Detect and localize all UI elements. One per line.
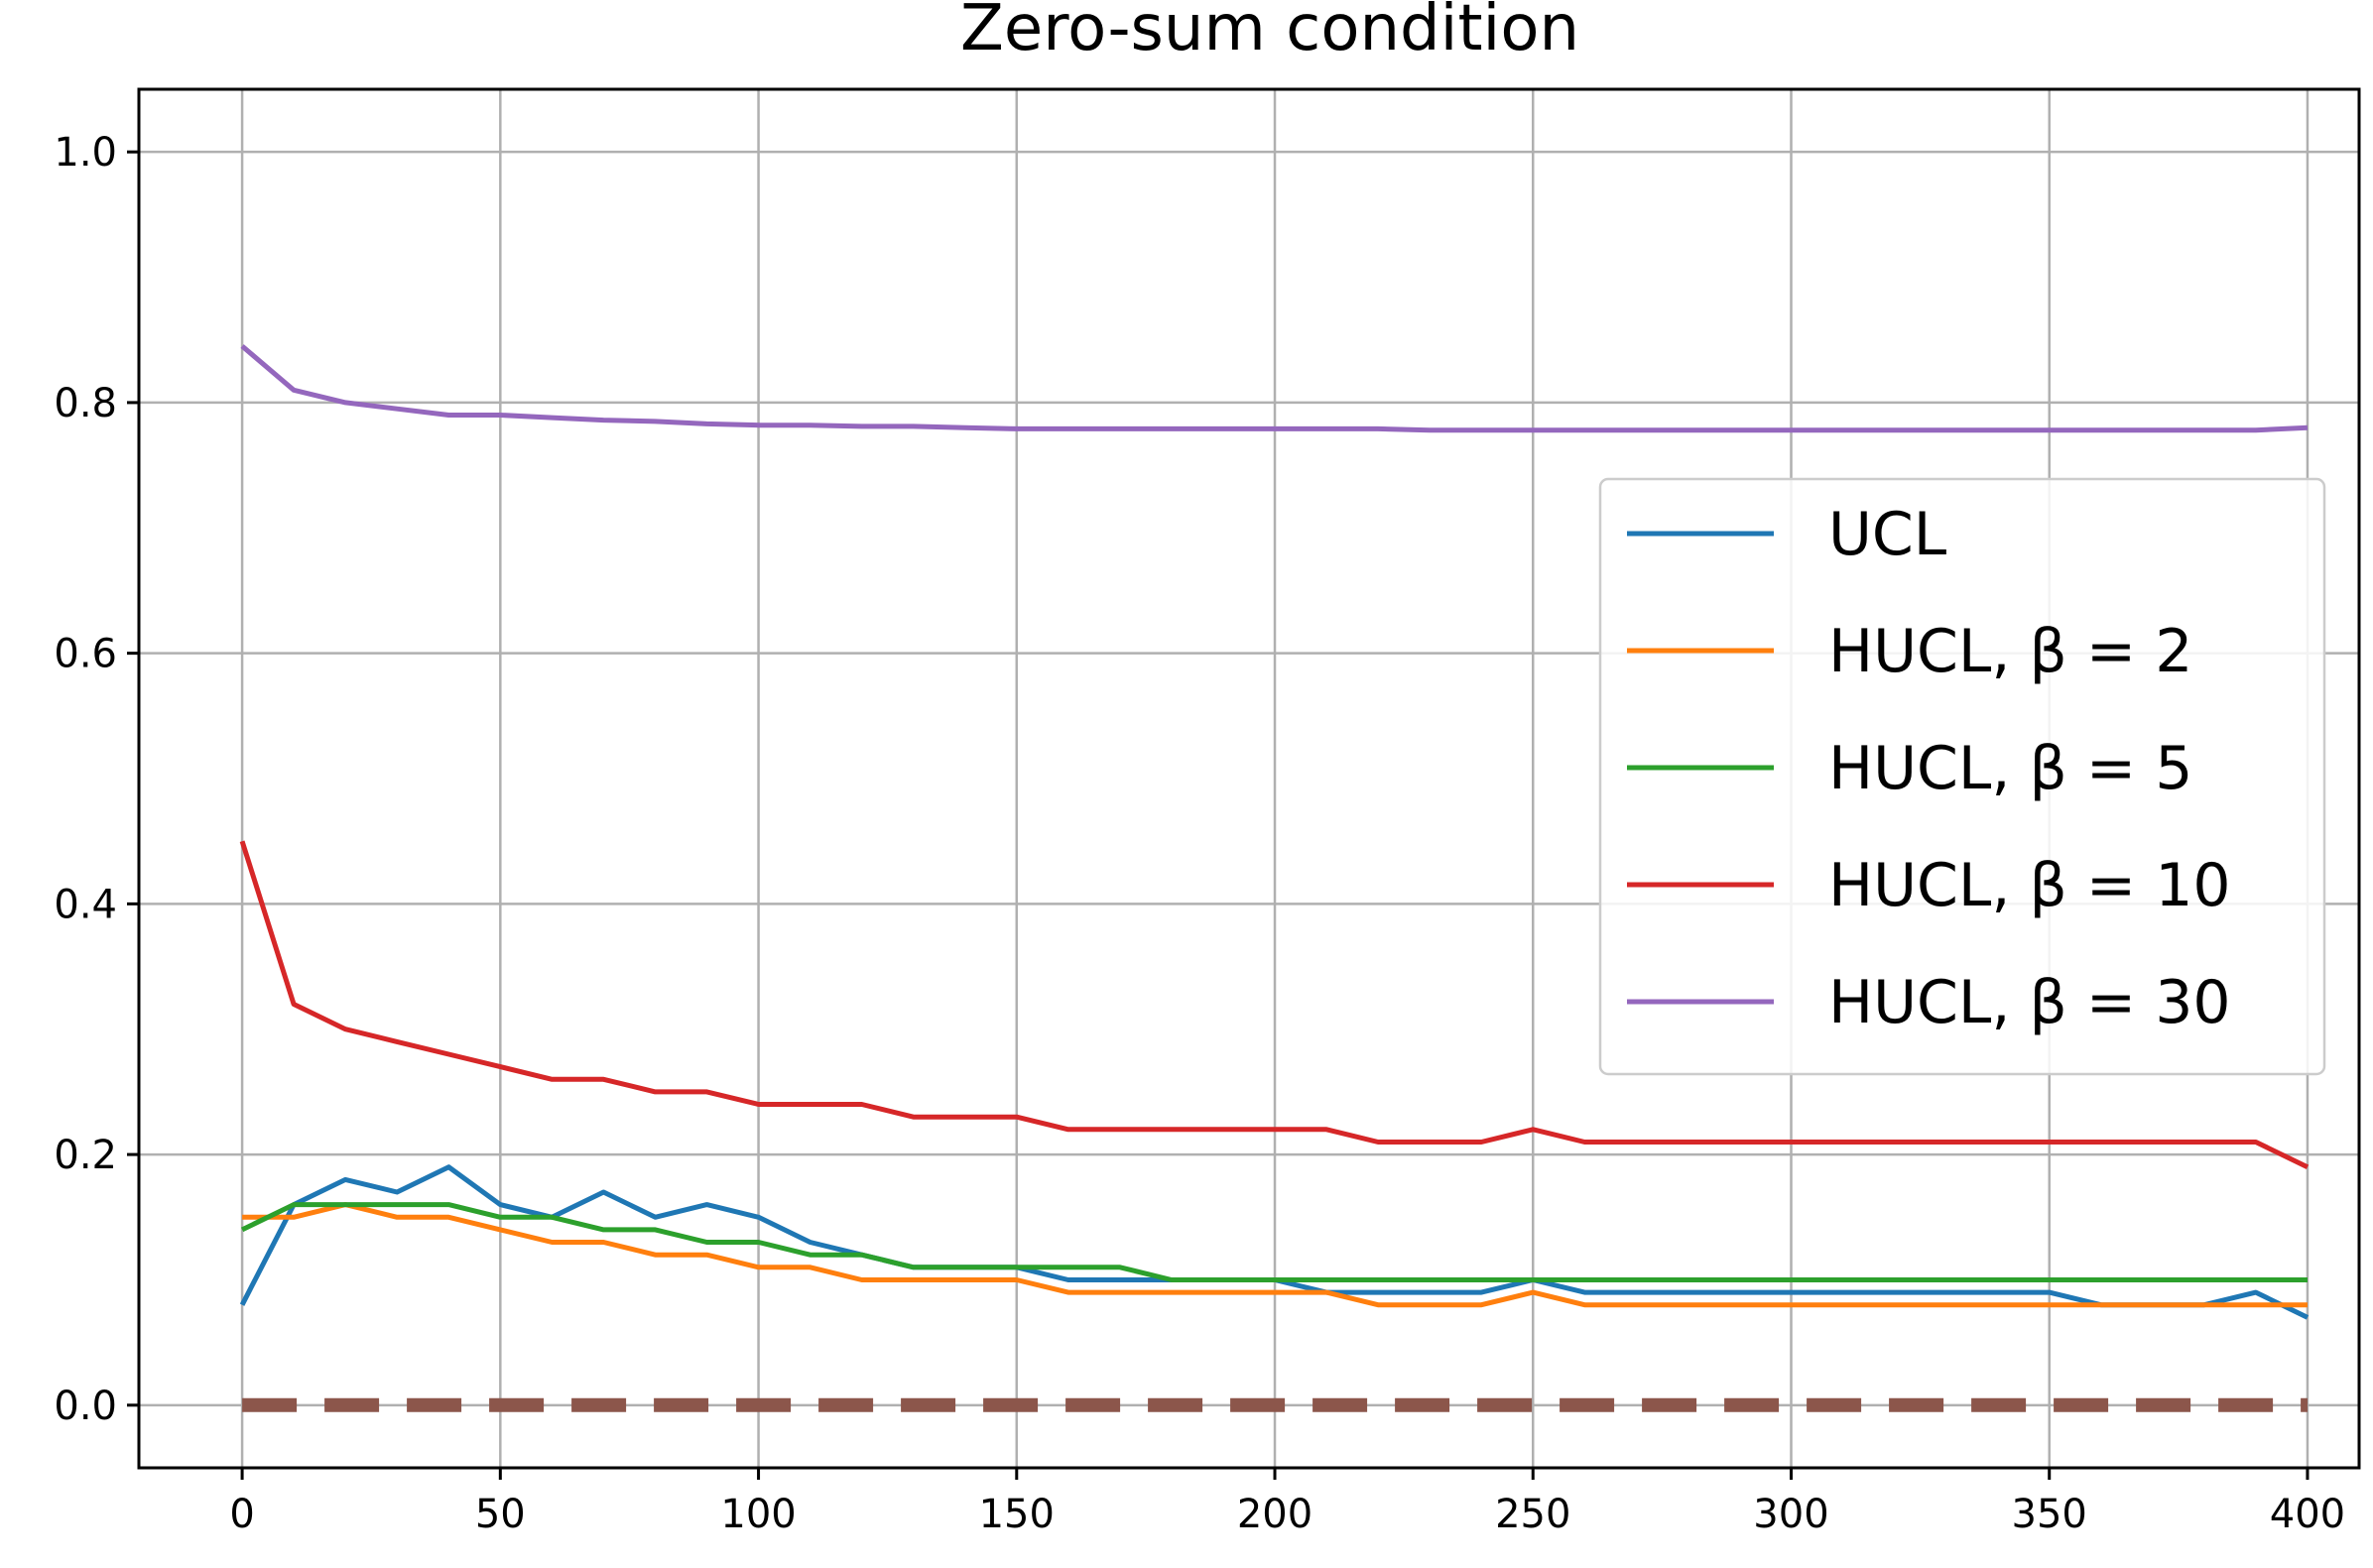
y-tick-label: 0.4 — [54, 882, 117, 927]
legend-label: HUCL, β = 2 — [1828, 617, 2192, 686]
series-line-4 — [239, 840, 2310, 1169]
series-line-5 — [240, 344, 2309, 433]
y-tick-label: 0.8 — [54, 381, 117, 426]
x-tick-label: 0 — [229, 1492, 254, 1537]
y-tick-label: 0.0 — [54, 1384, 117, 1429]
y-tick-label: 0.2 — [54, 1133, 117, 1178]
legend-label: HUCL, β = 30 — [1828, 968, 2231, 1037]
x-tick-label: 200 — [1237, 1492, 1312, 1537]
x-tick-label: 350 — [2012, 1492, 2087, 1537]
x-tick-label: 250 — [1495, 1492, 1570, 1537]
legend: UCL HUCL, β = 2 HUCL, β = 5 HUCL, β = 10 HUC… — [1598, 477, 2326, 1076]
legend-label: HUCL, β = 10 — [1828, 851, 2231, 920]
axes-frame — [137, 87, 2361, 1470]
x-tick-label: 300 — [1753, 1492, 1828, 1537]
x-tick-label: 150 — [979, 1492, 1055, 1537]
axis-ticks: 0 50 100 150 200 250 300 350 400 0.0 0.2 0.4 0.6 0.8 1… — [54, 130, 2345, 1537]
x-tick-label: 50 — [475, 1492, 526, 1537]
y-tick-label: 1.0 — [54, 130, 117, 176]
legend-label: HUCL, β = 5 — [1828, 734, 2192, 803]
series-line-3 — [241, 1202, 2308, 1282]
series-lines — [239, 344, 2310, 1412]
x-tick-label: 400 — [2270, 1492, 2345, 1537]
y-tick-label: 0.6 — [54, 632, 117, 677]
x-tick-label: 100 — [720, 1492, 796, 1537]
series-line-2 — [242, 1202, 2308, 1308]
legend-box — [1598, 477, 2326, 1076]
chart-title: Zero-sum condition — [960, 0, 1579, 65]
legend-label: UCL — [1828, 500, 1947, 569]
